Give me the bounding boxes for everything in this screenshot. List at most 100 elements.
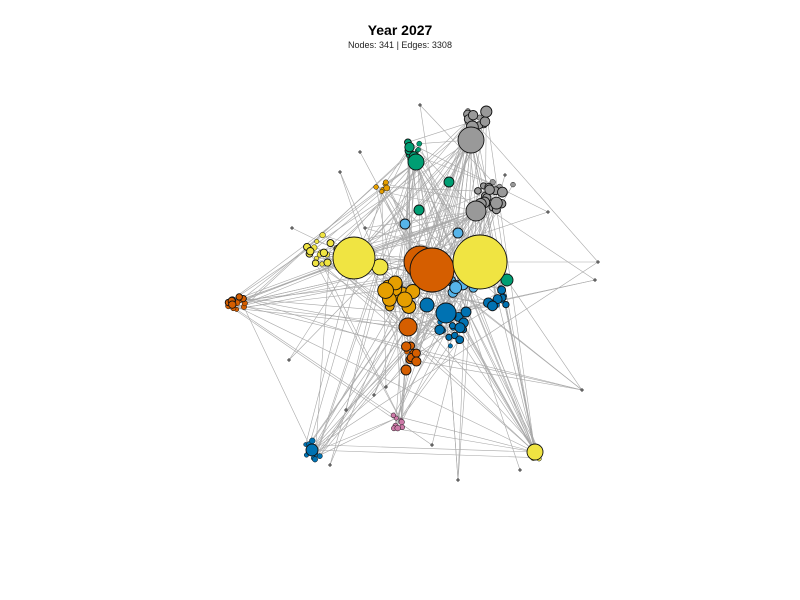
graph-node	[465, 200, 487, 222]
graph-edge	[305, 444, 536, 453]
graph-node	[316, 453, 323, 459]
graph-edge	[305, 257, 355, 445]
graph-edge	[409, 359, 583, 391]
graph-edge	[232, 261, 421, 305]
graph-node	[309, 437, 316, 444]
graph-node	[398, 317, 418, 337]
graph-node	[401, 341, 412, 352]
graph-node	[305, 443, 319, 457]
graph-node	[332, 236, 376, 280]
graph-edge	[401, 261, 481, 423]
graph-edge	[288, 266, 381, 361]
graph-node	[290, 226, 294, 230]
graph-node	[580, 388, 584, 392]
graph-node	[413, 204, 425, 216]
graph-edge	[381, 191, 477, 212]
graph-edge	[506, 279, 583, 391]
graph-node	[434, 324, 445, 336]
graph-edge	[233, 307, 409, 328]
graph-node	[456, 478, 460, 482]
graph-edge	[375, 186, 407, 347]
graph-edge	[308, 210, 477, 445]
graph-node	[457, 126, 485, 154]
graph-node	[338, 170, 342, 174]
graph-edge	[315, 326, 409, 455]
graph-node	[497, 285, 507, 295]
graph-node	[326, 239, 335, 248]
graph-edge	[313, 417, 397, 459]
graph-edge	[393, 341, 459, 429]
graph-node	[306, 247, 315, 256]
graph-edge	[393, 415, 536, 453]
graph-node	[474, 187, 482, 195]
node-layer	[224, 103, 600, 482]
graph-edge	[345, 312, 447, 411]
graph-node	[593, 278, 597, 282]
graph-node	[287, 358, 291, 362]
graph-node	[415, 147, 421, 153]
graph-node	[372, 393, 376, 397]
graph-edge	[415, 161, 540, 452]
graph-edge	[416, 139, 472, 362]
graph-node	[328, 463, 332, 467]
graph-node	[452, 227, 464, 239]
graph-edge	[393, 322, 464, 429]
graph-edge	[236, 309, 402, 421]
graph-edge	[306, 189, 384, 456]
graph-node	[490, 196, 503, 210]
graph-node	[454, 322, 466, 334]
graph-node	[447, 343, 453, 349]
graph-node	[404, 141, 415, 153]
graph-edge	[339, 171, 409, 328]
graph-edge	[314, 161, 417, 460]
graph-node	[319, 232, 326, 239]
graph-node	[492, 294, 503, 305]
graph-node	[510, 181, 516, 188]
graph-edge	[232, 288, 396, 309]
graph-edge	[321, 263, 402, 421]
graph-node	[358, 150, 362, 154]
graph-edge	[413, 352, 583, 391]
graph-edge	[431, 139, 472, 271]
graph-edge	[413, 110, 469, 354]
graph-node	[479, 116, 491, 127]
graph-node	[400, 364, 412, 376]
graph-node	[409, 247, 455, 293]
graph-node	[503, 173, 507, 177]
graph-edge	[240, 282, 396, 301]
graph-node	[435, 302, 457, 324]
graph-node	[526, 443, 544, 461]
graph-node	[502, 300, 510, 309]
graph-node	[418, 103, 422, 107]
graph-edge	[395, 304, 428, 426]
graph-edge	[314, 243, 331, 460]
graph-edge	[233, 261, 421, 309]
graph-edge	[445, 279, 596, 314]
graph-subtitle: Nodes: 341 | Edges: 3308	[348, 40, 452, 50]
graph-node	[430, 443, 434, 447]
graph-edge	[306, 246, 402, 423]
graph-node	[411, 348, 421, 358]
graph-node	[394, 424, 401, 432]
graph-edge	[228, 302, 536, 453]
graph-node	[319, 248, 329, 257]
graph-node	[411, 356, 422, 367]
graph-edge	[329, 161, 417, 466]
graph-node	[379, 189, 385, 194]
graph-edge	[407, 142, 549, 213]
graph-node	[323, 258, 332, 267]
graph-node	[407, 153, 425, 171]
graph-title: Year 2027	[367, 22, 433, 38]
graph-edge	[387, 286, 540, 453]
graph-edge	[467, 114, 599, 263]
graph-node	[344, 408, 348, 412]
graph-node	[384, 385, 388, 389]
graph-edge	[311, 449, 538, 458]
graph-edge	[445, 312, 459, 481]
graph-node	[314, 239, 320, 244]
graph-node	[518, 468, 522, 472]
graph-edge	[364, 210, 477, 229]
graph-edge	[353, 122, 468, 259]
graph-node	[596, 260, 600, 264]
